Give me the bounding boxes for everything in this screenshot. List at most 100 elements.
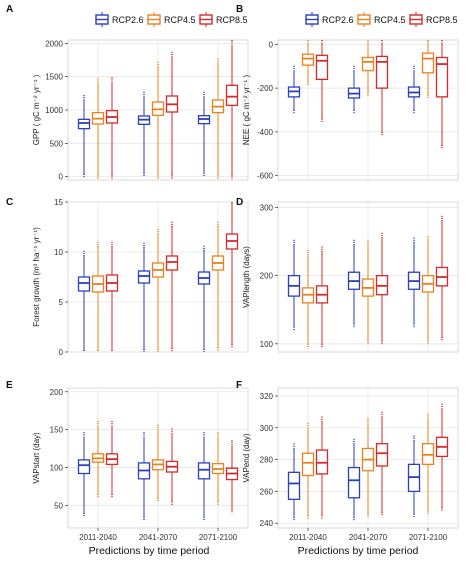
panel-c: C 0 5 10 15 Forest growth (m³ ha⁻¹ yr⁻¹) bbox=[6, 197, 249, 357]
y-tick-label: 300 bbox=[260, 424, 274, 433]
box-iqr bbox=[315, 54, 329, 81]
y-axis-title: Forest growth (m³ ha⁻¹ yr⁻¹) bbox=[32, 227, 41, 327]
legend-label: RCP8.5 bbox=[426, 15, 458, 25]
box-iqr bbox=[375, 443, 389, 467]
legend-left: RCP2.6 RCP4.5 RCP8.5 bbox=[95, 12, 248, 27]
box-iqr bbox=[165, 255, 179, 271]
box-rcp85-2071-2100 bbox=[435, 215, 449, 342]
y-tick-label: 100 bbox=[260, 340, 274, 349]
panel-d: D 100 200 300 VAPlength (days) bbox=[236, 197, 459, 353]
y-tick-label: 200 bbox=[50, 388, 64, 397]
box-rcp26-2071-2100 bbox=[197, 432, 211, 521]
y-tick-label: 320 bbox=[260, 392, 274, 401]
box-rcp26-2011-2040 bbox=[77, 432, 91, 518]
panel-f: F 240 260 280 300 320 VAPend (day) 2011-2040 204… bbox=[236, 380, 459, 542]
legend-label: RCP4.5 bbox=[374, 15, 406, 25]
y-tick-label: 240 bbox=[260, 519, 274, 528]
box-rcp26-2041-2070 bbox=[137, 91, 151, 177]
box-rcp45-2011-2040 bbox=[301, 422, 315, 520]
legend-label: RCP2.6 bbox=[322, 15, 354, 25]
x-tick-label: 2011-2040 bbox=[289, 533, 327, 542]
box-rcp85-2011-2040 bbox=[105, 241, 119, 352]
box-iqr bbox=[137, 270, 151, 284]
box-rcp85-2041-2070 bbox=[375, 232, 389, 345]
box-iqr bbox=[77, 118, 91, 130]
y-tick-label: 0 bbox=[59, 348, 64, 357]
box-rcp85-2041-2070 bbox=[375, 40, 389, 137]
box-rcp26-2011-2040 bbox=[287, 239, 301, 332]
box-iqr bbox=[287, 471, 301, 501]
box-rcp45-2011-2040 bbox=[301, 40, 315, 86]
panel-a: A 0 500 1000 1500 2000 GPP ( gC m⁻² yr⁻¹ ) bbox=[6, 4, 249, 182]
box-rcp45-2041-2070 bbox=[361, 239, 375, 345]
box-rcp45-2041-2070 bbox=[151, 61, 165, 180]
box-iqr bbox=[77, 276, 91, 292]
legend-key-rcp85: RCP8.5 bbox=[199, 12, 248, 27]
box-rcp45-2041-2070 bbox=[361, 418, 375, 518]
box-rcp45-2011-2040 bbox=[91, 78, 105, 180]
y-tick-label: -200 bbox=[257, 84, 274, 93]
y-tick-label: 50 bbox=[54, 501, 63, 510]
box-rcp45-2071-2100 bbox=[211, 221, 225, 352]
y-tick-label: 0 bbox=[269, 40, 274, 49]
y-tick-label: 100 bbox=[50, 463, 64, 472]
y-tick-label: 200 bbox=[260, 272, 274, 281]
box-iqr bbox=[301, 452, 315, 477]
legend-key-rcp85: RCP8.5 bbox=[409, 12, 458, 27]
box-rcp85-2071-2100 bbox=[435, 403, 449, 512]
y-tick-label: 500 bbox=[50, 139, 64, 148]
y-tick-label: 300 bbox=[260, 203, 274, 212]
x-tick-label: 2071-2100 bbox=[199, 533, 238, 542]
legend-key-rcp45: RCP4.5 bbox=[147, 12, 196, 27]
box-iqr bbox=[77, 459, 91, 475]
box-iqr bbox=[375, 55, 389, 89]
legend-label: RCP2.6 bbox=[112, 15, 144, 25]
box-rcp85-2041-2070 bbox=[165, 428, 179, 506]
box-rcp85-2041-2070 bbox=[165, 51, 179, 180]
box-iqr bbox=[347, 466, 361, 499]
box-rcp26-2041-2070 bbox=[347, 65, 361, 115]
box-rcp26-2071-2100 bbox=[407, 65, 421, 115]
box-rcp26-2071-2100 bbox=[407, 435, 421, 518]
box-rcp45-2071-2100 bbox=[421, 40, 435, 99]
box-rcp26-2041-2070 bbox=[137, 432, 151, 521]
box-rcp45-2071-2100 bbox=[211, 432, 225, 506]
box-iqr bbox=[421, 52, 435, 74]
box-rcp26-2011-2040 bbox=[77, 250, 91, 352]
box-rcp85-2071-2100 bbox=[225, 202, 239, 349]
box-rcp85-2011-2040 bbox=[105, 77, 119, 180]
box-rcp45-2071-2100 bbox=[421, 413, 435, 515]
box-rcp85-2071-2100 bbox=[225, 439, 239, 514]
box-rcp26-2041-2070 bbox=[137, 242, 151, 352]
box-rcp26-2071-2100 bbox=[197, 245, 211, 352]
x-tick-label: 2041-2070 bbox=[139, 533, 178, 542]
box-rcp85-2071-2100 bbox=[435, 40, 449, 150]
x-tick-label: 2041-2070 bbox=[349, 533, 388, 542]
box-rcp26-2071-2100 bbox=[407, 237, 421, 328]
panel-b: B 0 -200 -400 -600 NEE ( gC m⁻² yr⁻¹ ) bbox=[236, 4, 459, 181]
panel-letter: A bbox=[6, 4, 13, 15]
box-rcp45-2041-2070 bbox=[361, 40, 375, 97]
box-rcp26-2011-2040 bbox=[77, 95, 91, 179]
box-rcp45-2011-2040 bbox=[301, 249, 315, 349]
y-tick-label: 2000 bbox=[45, 39, 63, 48]
panel-letter: C bbox=[6, 197, 13, 208]
box-rcp85-2011-2040 bbox=[315, 246, 329, 349]
box-iqr bbox=[435, 56, 449, 98]
y-axis-title: VAPend (day) bbox=[242, 433, 251, 483]
x-tick-label: 2071-2100 bbox=[409, 533, 448, 542]
box-iqr bbox=[301, 53, 315, 66]
box-iqr bbox=[225, 84, 239, 106]
y-tick-label: 1000 bbox=[45, 106, 63, 115]
legend-right: RCP2.6 RCP4.5 RCP8.5 bbox=[305, 12, 458, 27]
box-rcp85-2041-2070 bbox=[165, 221, 179, 352]
box-rcp45-2011-2040 bbox=[91, 241, 105, 352]
box-rcp45-2041-2070 bbox=[151, 228, 165, 352]
box-rcp26-2041-2070 bbox=[347, 239, 361, 328]
box-rcp26-2071-2100 bbox=[197, 91, 211, 177]
y-tick-label: 150 bbox=[50, 426, 64, 435]
box-rcp85-2071-2100 bbox=[225, 40, 239, 180]
panel-letter: E bbox=[6, 380, 13, 391]
y-axis-title: VAPlength (days) bbox=[242, 246, 251, 308]
